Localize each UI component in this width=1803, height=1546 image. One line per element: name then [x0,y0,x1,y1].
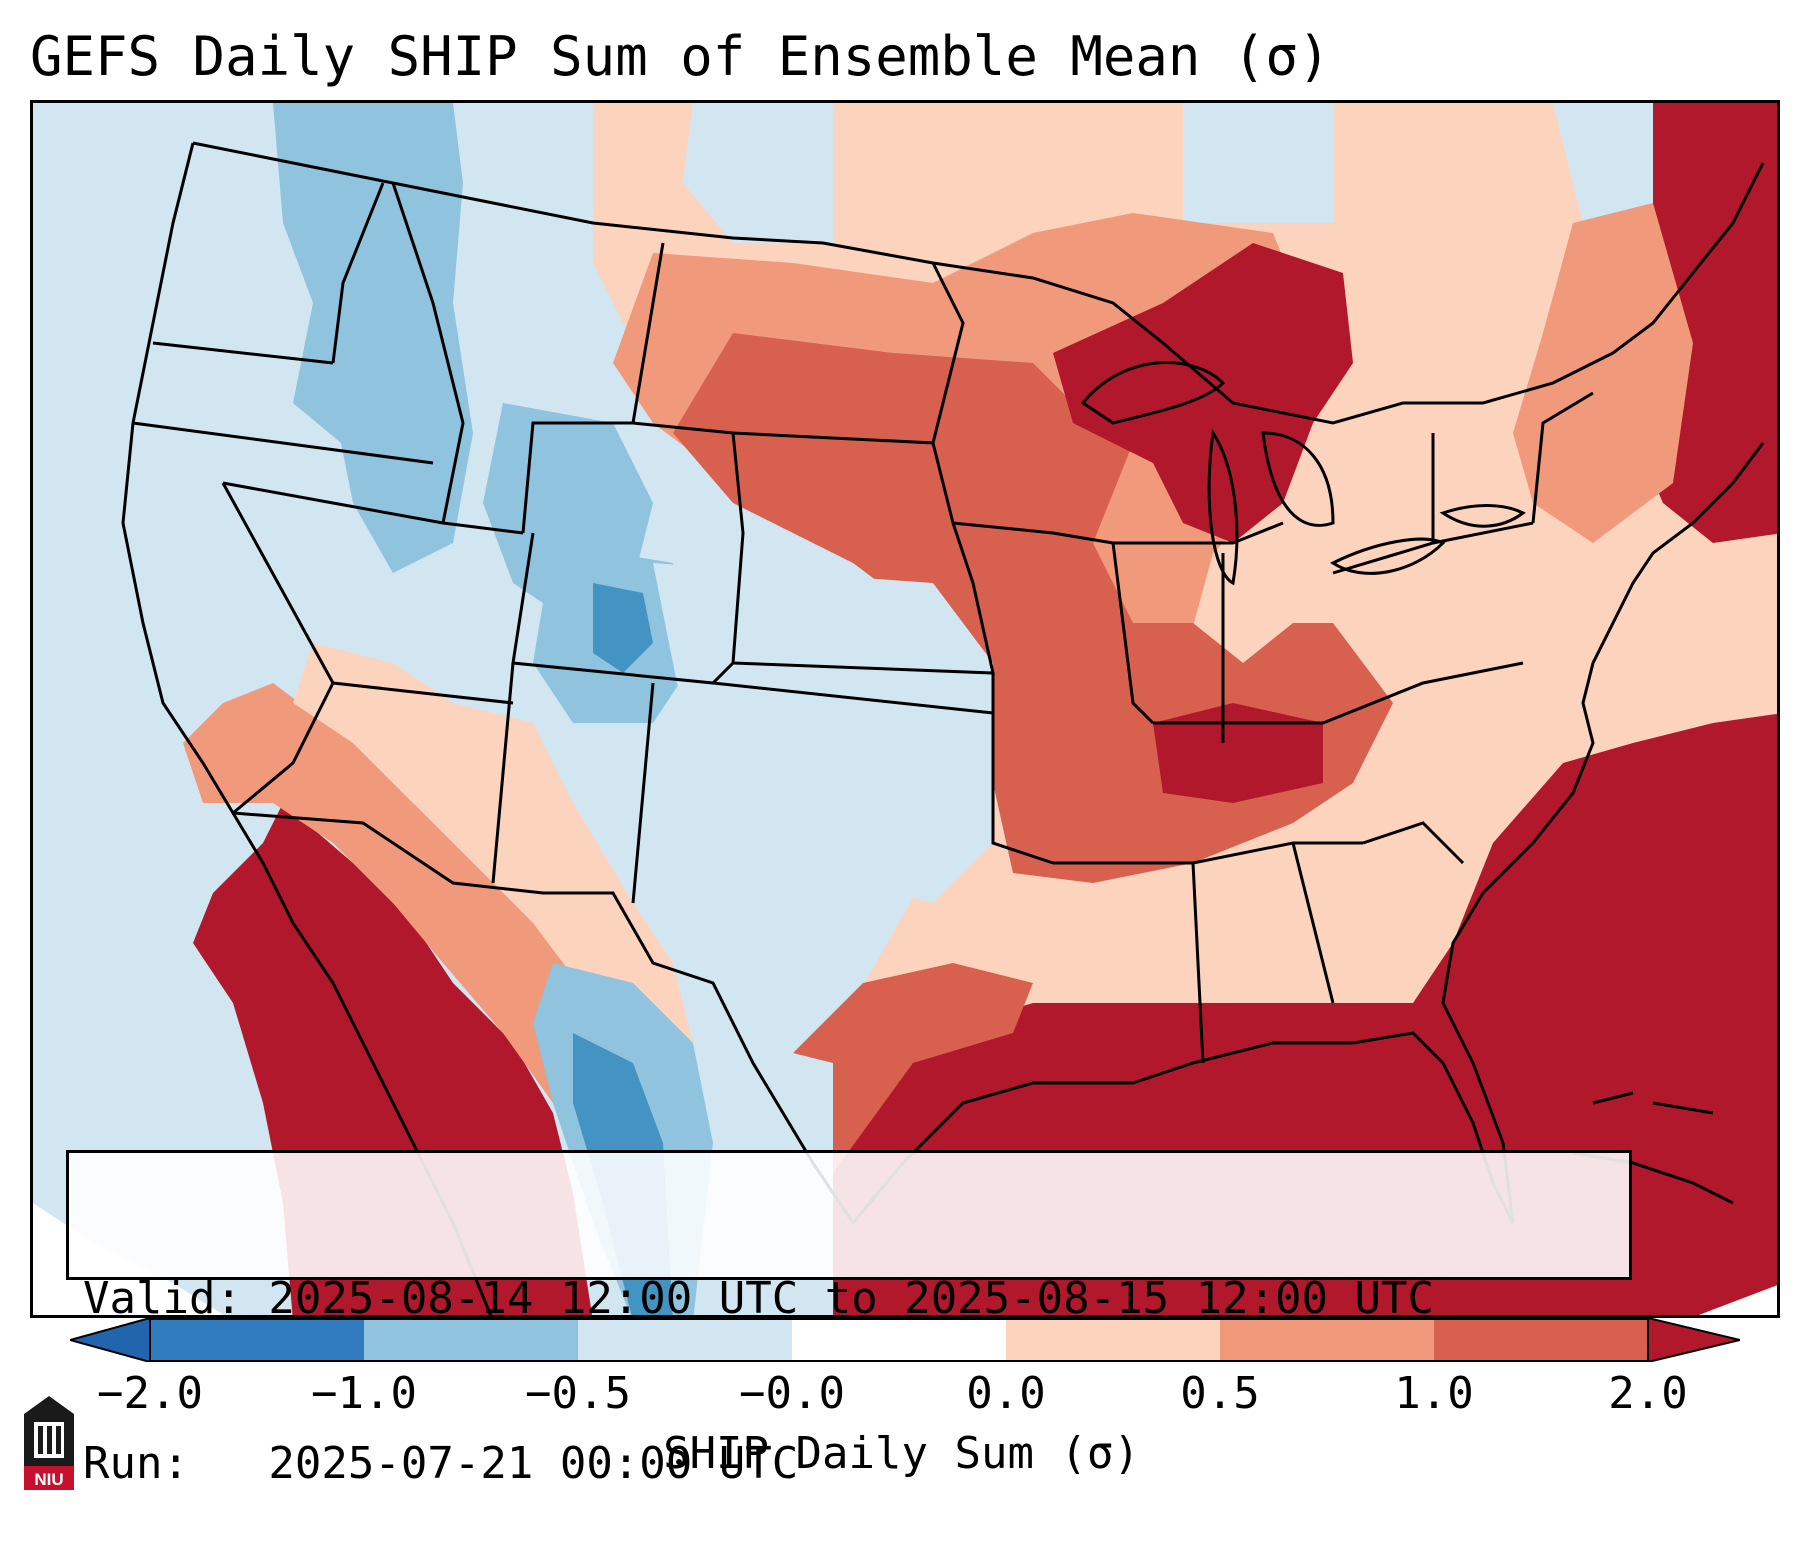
shade-southwest-light [293,643,693,1133]
shade-idaho-blue [333,283,473,573]
colorbar-extend-low [70,1318,151,1362]
colorbar-segment-3 [578,1318,792,1362]
shade-plains-lightblue [653,563,993,903]
colorbar-segment-4 [792,1318,1006,1362]
shade-dakota-lightblue [683,103,833,243]
map-title: GEFS Daily SHIP Sum of Ensemble Mean (σ) [30,25,1331,88]
tick-label: −0.0 [739,1368,845,1419]
university-building-icon: NIU [24,1396,74,1490]
shade-great-lakes-dark [1053,243,1353,543]
shade-pacific-edge [33,1203,224,1315]
colorbar-ticks: −2.0 −1.0 −0.5 −0.0 0.0 0.5 1.0 2.0 [0,1368,1803,1428]
tick-label: 1.0 [1394,1368,1474,1419]
tick-label: −2.0 [97,1368,203,1419]
shade-gulf-transition [793,963,1033,1173]
run-time-text: Run: 2025-07-21 00:00 UTC [83,1438,799,1489]
colorbar-segment-2 [364,1318,578,1362]
colorbar-extend-high [1647,1318,1740,1362]
colorbar-label: SHIP Daily Sum (σ) [663,1428,1140,1479]
colorbar-segment-1 [150,1318,364,1362]
shade-mexico-medium [183,683,633,1203]
tick-label: 0.5 [1180,1368,1260,1419]
shade-projection-edge-right [1698,1285,1777,1315]
valid-time-text: Valid: 2025-08-14 12:00 UTC to 2025-08-1… [83,1273,1435,1324]
tick-label: −0.5 [525,1368,631,1419]
logo-text: NIU [34,1470,63,1489]
colorbar-segment-7 [1434,1318,1648,1362]
colorbar-segment-6 [1220,1318,1434,1362]
map-panel [30,100,1780,1318]
shade-tennessee-dark [1153,703,1323,803]
shade-southeast-light [1213,843,1453,1033]
boundary-lines [121,141,1765,1315]
shading-map [33,103,1777,1315]
shade-northeast-medium [1513,203,1693,543]
tick-label: 2.0 [1608,1368,1688,1419]
colorbar-segment-5 [1006,1318,1220,1362]
valid-run-info-box: Valid: 2025-08-14 12:00 UTC to 2025-08-1… [66,1150,1632,1489]
colorbar [70,1318,1740,1362]
tick-label: −1.0 [311,1368,417,1419]
tick-label: 0.0 [966,1368,1046,1419]
shade-colorado-core [593,583,653,673]
